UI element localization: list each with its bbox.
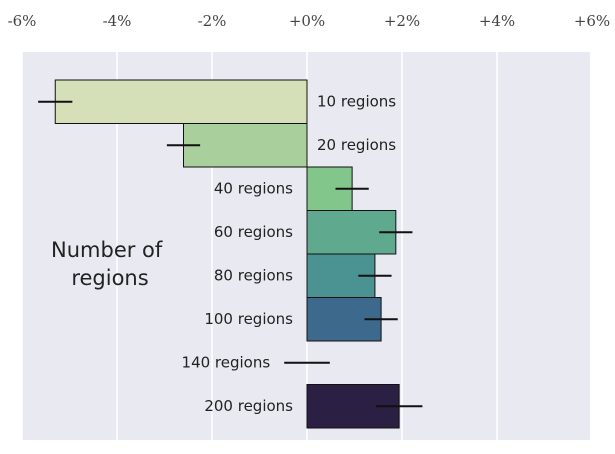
x-tick-label: +6% — [574, 12, 610, 30]
x-tick-label: -6% — [8, 12, 37, 30]
category-label: 20 regions — [317, 136, 396, 154]
category-label: 60 regions — [214, 223, 293, 241]
category-label: 80 regions — [214, 266, 293, 284]
x-tick-label: -2% — [198, 12, 227, 30]
x-tick-label: -4% — [103, 12, 132, 30]
x-tick-label: +0% — [289, 12, 325, 30]
x-tick-label: +4% — [479, 12, 515, 30]
bar — [183, 123, 308, 168]
category-label: 100 regions — [204, 310, 293, 328]
category-label: 10 regions — [317, 92, 396, 110]
bar — [54, 79, 308, 124]
y-axis-label-line: regions — [71, 266, 148, 290]
category-label: 140 regions — [182, 353, 271, 371]
y-axis-label-line: Number of — [51, 238, 163, 262]
category-label: 200 regions — [204, 397, 293, 415]
category-label: 40 regions — [214, 179, 293, 197]
x-tick-label: +2% — [384, 12, 420, 30]
y-axis-label: Number of regions — [51, 238, 169, 290]
